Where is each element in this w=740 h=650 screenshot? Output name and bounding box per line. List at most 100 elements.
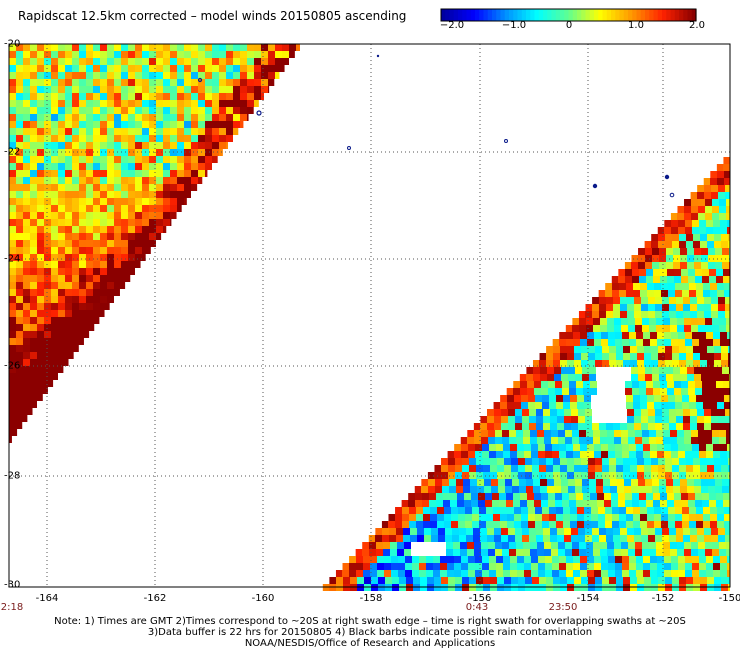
wind-diff-cell (142, 191, 149, 198)
wind-diff-cell (534, 388, 541, 395)
wind-diff-cell (539, 577, 546, 584)
wind-diff-cell (100, 142, 107, 149)
wind-diff-cell (542, 402, 549, 409)
wind-diff-cell (663, 549, 670, 556)
wind-diff-cell (16, 317, 23, 324)
wind-diff-cell (433, 563, 440, 570)
wind-diff-cell (219, 100, 226, 107)
wind-diff-cell (697, 409, 704, 416)
wind-diff-cell (727, 339, 730, 346)
wind-diff-cell (659, 479, 666, 486)
wind-diff-cell (350, 577, 357, 584)
wind-diff-cell (375, 528, 382, 535)
wind-diff-cell (562, 500, 569, 507)
colorbar-segment (598, 9, 604, 21)
wind-diff-cell (684, 213, 691, 220)
wind-diff-cell (664, 451, 671, 458)
wind-diff-cell (599, 535, 606, 542)
wind-diff-cell (716, 493, 723, 500)
wind-diff-cell (261, 93, 264, 100)
wind-diff-cell (128, 254, 135, 261)
wind-diff-cell (51, 233, 58, 240)
wind-diff-cell (184, 135, 191, 142)
wind-diff-cell (695, 500, 702, 507)
wind-diff-cell (51, 303, 58, 310)
wind-diff-cell (585, 528, 592, 535)
wind-diff-cell (704, 416, 711, 423)
wind-diff-cell (668, 395, 675, 402)
wind-diff-cell (458, 521, 465, 528)
wind-diff-cell (362, 549, 369, 556)
wind-diff-cell (107, 212, 114, 219)
wind-diff-cell (487, 535, 494, 542)
wind-diff-cell (552, 444, 559, 451)
wind-diff-cell (226, 79, 233, 86)
wind-diff-cell (668, 514, 675, 521)
wind-diff-cell (128, 128, 135, 135)
wind-diff-cell (93, 156, 100, 163)
wind-diff-cell (114, 65, 121, 72)
wind-diff-cell (212, 128, 219, 135)
wind-diff-cell (553, 458, 560, 465)
wind-diff-cell (58, 317, 65, 324)
wind-diff-cell (474, 549, 481, 556)
wind-diff-cell (722, 248, 729, 255)
wind-diff-cell (543, 416, 550, 423)
wind-diff-cell (508, 423, 515, 430)
wind-diff-cell (44, 79, 51, 86)
wind-diff-cell (191, 142, 198, 149)
wind-diff-cell (226, 58, 233, 65)
wind-diff-cell (163, 107, 170, 114)
wind-diff-cell (226, 135, 233, 142)
wind-diff-cell (135, 163, 142, 170)
wind-diff-cell (698, 549, 705, 556)
wind-diff-cell (539, 472, 546, 479)
wind-diff-cell (508, 528, 515, 535)
wind-diff-cell (725, 304, 730, 311)
wind-diff-cell (422, 493, 429, 500)
wind-diff-cell (549, 507, 556, 514)
wind-diff-cell (708, 479, 715, 486)
wind-diff-cell (107, 163, 114, 170)
wind-diff-cell (553, 353, 560, 360)
wind-diff-cell (559, 563, 566, 570)
wind-diff-cell (58, 303, 65, 310)
wind-diff-cell (16, 191, 23, 198)
wind-diff-cell (532, 472, 539, 479)
wind-diff-cell (535, 514, 542, 521)
lon-label: -158 (359, 593, 383, 604)
wind-diff-cell (521, 514, 528, 521)
wind-diff-cell (170, 198, 177, 205)
wind-diff-cell (654, 283, 661, 290)
wind-diff-cell (521, 521, 528, 528)
wind-diff-cell (568, 374, 575, 381)
wind-diff-cell (444, 514, 451, 521)
wind-diff-cell (58, 352, 65, 359)
wind-diff-cell (625, 493, 632, 500)
wind-diff-cell (566, 332, 573, 339)
wind-diff-cell (121, 65, 128, 72)
wind-diff-cell (163, 121, 170, 128)
wind-diff-cell (538, 570, 545, 577)
wind-diff-cell (698, 430, 705, 437)
wind-diff-cell (713, 563, 720, 570)
wind-diff-cell (163, 177, 170, 184)
wind-diff-cell (177, 44, 184, 51)
wind-diff-cell (599, 297, 606, 304)
wind-diff-cell (226, 107, 233, 114)
wind-diff-cell (678, 451, 685, 458)
wind-diff-cell (477, 486, 484, 493)
wind-diff-cell (657, 570, 664, 577)
wind-diff-cell (170, 184, 177, 191)
wind-diff-cell (107, 72, 114, 79)
wind-diff-cell (690, 528, 697, 535)
wind-diff-cell (16, 205, 23, 212)
wind-diff-cell (603, 479, 610, 486)
wind-diff-cell (720, 556, 727, 563)
wind-diff-cell (609, 458, 616, 465)
wind-diff-cell (528, 521, 535, 528)
wind-diff-cell (37, 205, 44, 212)
wind-diff-cell (698, 199, 705, 206)
wind-diff-cell (636, 444, 643, 451)
wind-diff-cell (728, 241, 730, 248)
